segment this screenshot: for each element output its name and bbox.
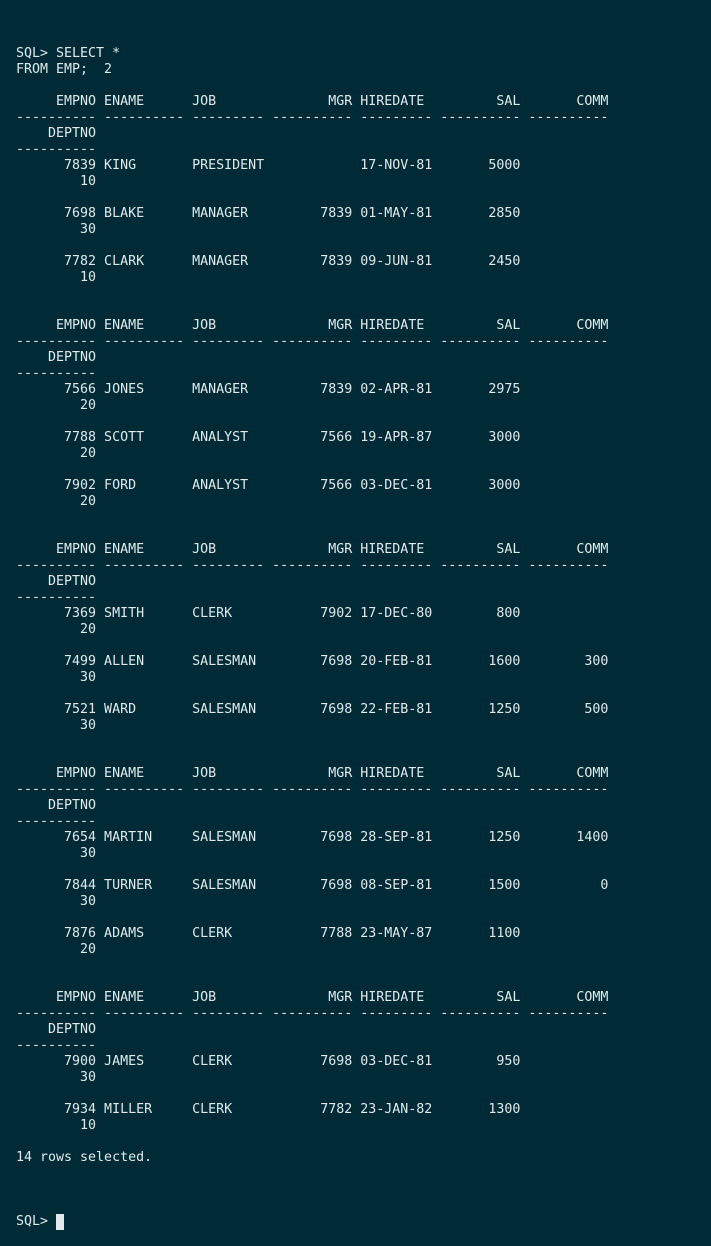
terminal-line: 7521 WARD SALESMAN 7698 22-FEB-81 1250 5…: [16, 702, 609, 717]
terminal-line: [16, 190, 711, 206]
terminal-line: [16, 974, 711, 990]
terminal-line: DEPTNO: [16, 574, 97, 589]
terminal-line: 20: [16, 494, 97, 509]
terminal-line: 7788 SCOTT ANALYST 7566 19-APR-87 3000: [16, 430, 521, 445]
terminal-line: EMPNO ENAME JOB MGR HIREDATE SAL COMM: [16, 94, 609, 109]
terminal-line: 10: [16, 1118, 97, 1133]
terminal-line: ---------- ---------- --------- --------…: [16, 782, 609, 797]
terminal-line: FROM EMP; 2: [16, 62, 113, 77]
terminal-line: [16, 302, 711, 318]
terminal-line: ----------: [16, 590, 97, 605]
sql-prompt: SQL>: [16, 1214, 57, 1229]
terminal-line: 10: [16, 174, 97, 189]
terminal-line: 30: [16, 1070, 97, 1085]
terminal-line: EMPNO ENAME JOB MGR HIREDATE SAL COMM: [16, 542, 609, 557]
terminal-line: 30: [16, 894, 97, 909]
command-prompt-line[interactable]: SQL>: [16, 1214, 711, 1230]
terminal-line: DEPTNO: [16, 1022, 97, 1037]
terminal-line: 14 rows selected.: [16, 1150, 153, 1165]
terminal-line: 30: [16, 670, 97, 685]
terminal-line: ----------: [16, 814, 97, 829]
terminal-output: SQL> SELECT * FROM EMP; 2 EMPNO ENAME JOB…: [16, 46, 711, 1182]
terminal-line: [16, 414, 711, 430]
terminal-line: EMPNO ENAME JOB MGR HIREDATE SAL COMM: [16, 990, 609, 1005]
terminal-line: 7934 MILLER CLERK 7782 23-JAN-82 1300: [16, 1102, 521, 1117]
terminal-line: DEPTNO: [16, 798, 97, 813]
terminal-line: [16, 526, 711, 542]
terminal-line: ---------- ---------- --------- --------…: [16, 110, 609, 125]
terminal-line: [16, 750, 711, 766]
terminal-line: 7654 MARTIN SALESMAN 7698 28-SEP-81 1250…: [16, 830, 609, 845]
terminal-line: EMPNO ENAME JOB MGR HIREDATE SAL COMM: [16, 766, 609, 781]
terminal-line: 7844 TURNER SALESMAN 7698 08-SEP-81 1500…: [16, 878, 609, 893]
terminal-line: [16, 510, 711, 526]
terminal-line: 7900 JAMES CLERK 7698 03-DEC-81 950: [16, 1054, 521, 1069]
terminal-line: [16, 462, 711, 478]
terminal-line: 20: [16, 398, 97, 413]
terminal-line: EMPNO ENAME JOB MGR HIREDATE SAL COMM: [16, 318, 609, 333]
terminal-line: 7698 BLAKE MANAGER 7839 01-MAY-81 2850: [16, 206, 521, 221]
terminal-line: ---------- ---------- --------- --------…: [16, 1006, 609, 1021]
terminal-line: [16, 638, 711, 654]
terminal-line: [16, 78, 711, 94]
terminal-line: [16, 862, 711, 878]
terminal-line: 30: [16, 846, 97, 861]
terminal-line: 20: [16, 942, 97, 957]
terminal-line: 20: [16, 446, 97, 461]
terminal-line: DEPTNO: [16, 350, 97, 365]
terminal-line: 10: [16, 270, 97, 285]
terminal-line: 20: [16, 622, 97, 637]
terminal-line: [16, 286, 711, 302]
terminal-line: [16, 1166, 711, 1182]
terminal-line: ----------: [16, 1038, 97, 1053]
terminal-line: 7876 ADAMS CLERK 7788 23-MAY-87 1100: [16, 926, 521, 941]
terminal-line: 7566 JONES MANAGER 7839 02-APR-81 2975: [16, 382, 521, 397]
terminal-line: SQL> SELECT *: [16, 46, 121, 61]
terminal-line: 7902 FORD ANALYST 7566 03-DEC-81 3000: [16, 478, 521, 493]
terminal-line: DEPTNO: [16, 126, 97, 141]
text-cursor: [56, 1214, 65, 1230]
terminal-line: [16, 734, 711, 750]
terminal-line: [16, 910, 711, 926]
terminal-line: 7839 KING PRESIDENT 17-NOV-81 5000: [16, 158, 521, 173]
terminal-line: ----------: [16, 366, 97, 381]
terminal-line: 30: [16, 222, 97, 237]
terminal-line: [16, 686, 711, 702]
terminal-line: 30: [16, 718, 97, 733]
terminal-line: ---------- ---------- --------- --------…: [16, 558, 609, 573]
terminal-line: ---------- ---------- --------- --------…: [16, 334, 609, 349]
terminal-line: [16, 1086, 711, 1102]
terminal-line: 7369 SMITH CLERK 7902 17-DEC-80 800: [16, 606, 521, 621]
terminal-line: [16, 1134, 711, 1150]
terminal-line: [16, 958, 711, 974]
terminal-line: [16, 238, 711, 254]
terminal-line: 7499 ALLEN SALESMAN 7698 20-FEB-81 1600 …: [16, 654, 609, 669]
terminal-line: ----------: [16, 142, 97, 157]
terminal-line: 7782 CLARK MANAGER 7839 09-JUN-81 2450: [16, 254, 521, 269]
